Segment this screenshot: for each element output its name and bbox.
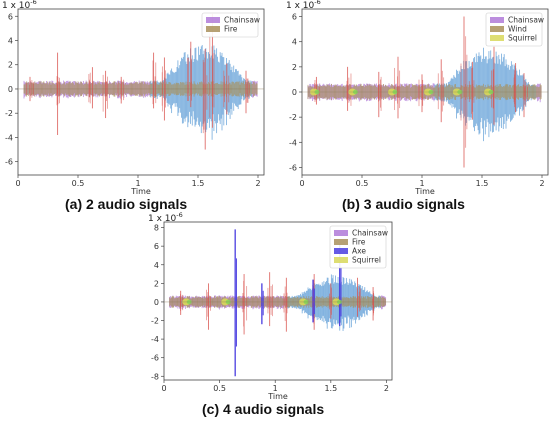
y-exponent-label: 1 x 10-6 — [2, 0, 37, 11]
legend-swatch — [334, 239, 348, 245]
y-exponent-label: 1 x 10-6 — [148, 211, 183, 224]
y-tick-label: 2 — [154, 279, 159, 288]
y-tick-label: 2 — [8, 61, 13, 70]
caption-a: (a) 2 audio signals — [65, 196, 187, 212]
y-tick-label: 4 — [154, 261, 159, 270]
x-tick-label: 1 — [419, 179, 424, 188]
y-tick-label: 8 — [154, 224, 159, 233]
y-tick-label: 6 — [154, 242, 159, 251]
y-tick-label: 4 — [8, 37, 13, 46]
legend-label: Wind — [508, 25, 527, 34]
y-tick-label: 4 — [292, 38, 297, 47]
y-tick-label: -2 — [289, 113, 297, 122]
y-tick-label: -6 — [289, 163, 297, 172]
y-tick-label: -4 — [289, 138, 297, 147]
legend-swatch — [206, 17, 220, 23]
legend-label: Fire — [224, 25, 238, 34]
legend-swatch — [206, 26, 220, 32]
x-axis-label: Time — [267, 392, 288, 401]
y-tick-label: -2 — [5, 109, 13, 118]
x-tick-label: 1.5 — [476, 179, 489, 188]
x-tick-label: 2 — [255, 179, 260, 188]
y-tick-label: 0 — [154, 298, 159, 307]
y-exponent-label: 1 x 10-6 — [286, 0, 321, 11]
y-tick-label: -4 — [5, 133, 13, 142]
y-exponent-power: -6 — [314, 0, 320, 6]
x-tick-label: 0 — [161, 384, 166, 393]
legend-label: Squirrel — [352, 256, 381, 265]
caption-b: (b) 3 audio signals — [342, 196, 465, 212]
legend-swatch — [490, 35, 504, 41]
y-exponent-power: -6 — [176, 211, 182, 219]
legend-label: Chainsaw — [352, 229, 388, 238]
y-tick-label: -6 — [5, 158, 13, 167]
panel-c: 1 x 10-6 -8 -6 -4 -2 0 2 4 6 8 0 0.5 1 1.5 2 Time Chains… — [148, 211, 393, 401]
y-exponent-power: -6 — [30, 0, 36, 6]
y-tick-label: -4 — [151, 335, 159, 344]
x-axis-label: Time — [414, 187, 435, 196]
legend-swatch — [490, 26, 504, 32]
x-tick-label: 1.5 — [192, 179, 205, 188]
x-tick-label: 2 — [539, 179, 544, 188]
x-tick-label: 0 — [15, 179, 20, 188]
legend-swatch — [334, 257, 348, 263]
caption-c: (c) 4 audio signals — [202, 401, 324, 417]
x-axis-label: Time — [130, 187, 151, 196]
x-tick-label: 0 — [299, 179, 304, 188]
x-tick-label: 0.5 — [72, 179, 85, 188]
y-tick-label: 6 — [8, 12, 13, 21]
x-tick-label: 1.5 — [324, 384, 337, 393]
legend-swatch — [490, 17, 504, 23]
y-tick-label: -8 — [151, 372, 159, 381]
x-tick-label: 1 — [273, 384, 278, 393]
y-tick-label: -6 — [151, 354, 159, 363]
x-tick-label: 1 — [135, 179, 140, 188]
legend-label: Squirrel — [508, 34, 537, 43]
legend-label: Chainsaw — [224, 16, 260, 25]
legend-label: Chainsaw — [508, 16, 544, 25]
legend-swatch — [334, 248, 348, 254]
x-tick-label: 0.5 — [213, 384, 226, 393]
x-tick-label: 0.5 — [356, 179, 369, 188]
y-tick-label: 0 — [292, 88, 297, 97]
y-tick-label: 2 — [292, 63, 297, 72]
y-tick-label: -2 — [151, 317, 159, 326]
y-tick-label: 6 — [292, 13, 297, 22]
legend-label: Axe — [352, 247, 366, 256]
legend-swatch — [334, 230, 348, 236]
legend-label: Fire — [352, 238, 366, 247]
y-tick-label: 0 — [8, 85, 13, 94]
x-tick-label: 2 — [384, 384, 389, 393]
